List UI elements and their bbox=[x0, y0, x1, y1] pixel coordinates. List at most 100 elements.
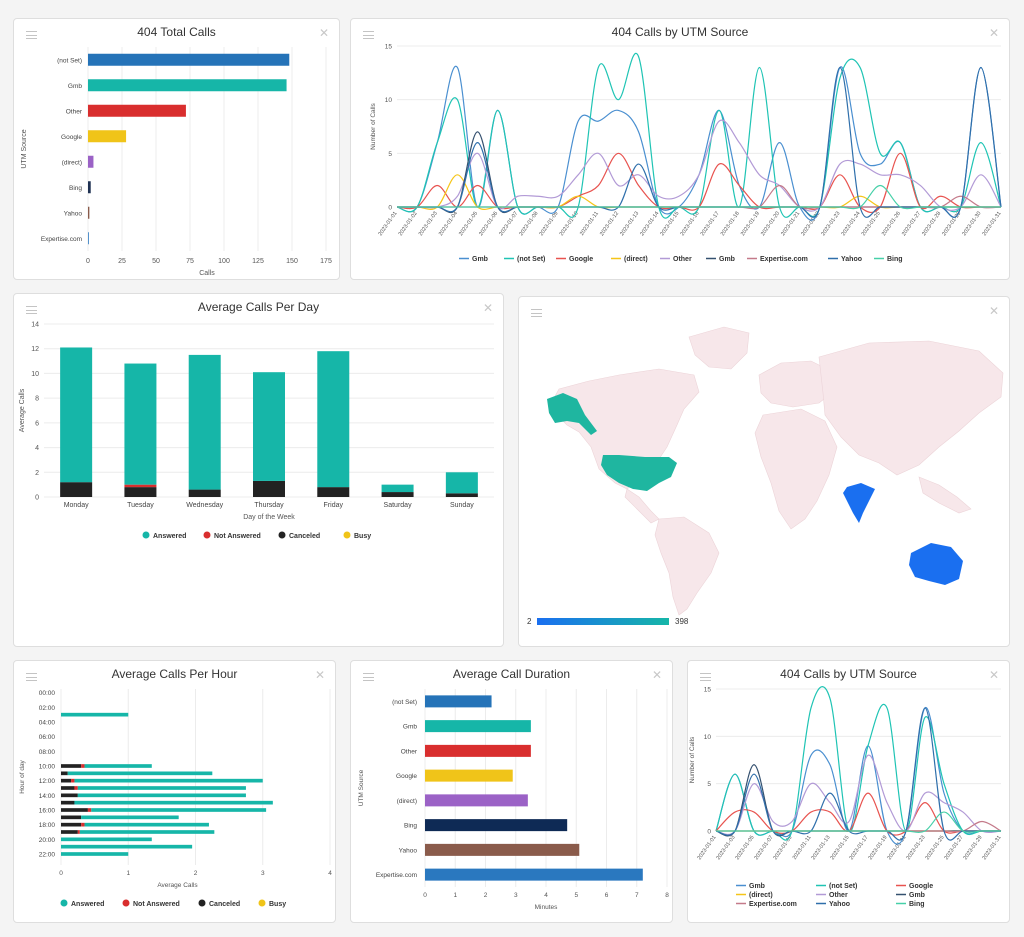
hamburger-icon[interactable] bbox=[531, 309, 542, 317]
legend-label: Bing bbox=[887, 256, 903, 263]
africa bbox=[754, 408, 838, 530]
bar-segment bbox=[77, 830, 80, 834]
scale-min-label: 2 bbox=[527, 617, 532, 626]
series-line bbox=[715, 792, 1001, 836]
x-tick-label: 1 bbox=[126, 870, 130, 877]
x-tick-label: 2023-01-29 bbox=[941, 211, 962, 237]
y-tick-label: 10 bbox=[31, 371, 39, 378]
bar-segment bbox=[124, 484, 157, 488]
avg-per-hour-card: Average Calls Per Hour ✕ 0 1 2 3 4 00:00 02:00… bbox=[13, 660, 336, 923]
x-tick-label: Wednesday bbox=[186, 502, 223, 509]
total-calls-card: 404 Total Calls ✕ 0 25 50 75 100 125 150 175 (no… bbox=[13, 18, 340, 280]
legend-label: Google bbox=[909, 883, 933, 890]
y-tick-label: 18:00 bbox=[39, 822, 56, 829]
highlighted-countries bbox=[547, 393, 963, 585]
scale-max-label: 398 bbox=[675, 617, 689, 626]
x-tick-label: Tuesday bbox=[127, 502, 154, 509]
series-line bbox=[715, 686, 1001, 841]
bar-segment bbox=[124, 487, 157, 497]
bar-segment bbox=[253, 372, 285, 481]
y-tick-label: 12:00 bbox=[39, 778, 56, 785]
bar-segment bbox=[61, 800, 75, 805]
bar-segment bbox=[61, 837, 152, 842]
legend-marker bbox=[343, 531, 351, 539]
x-tick-label: 3 bbox=[261, 870, 265, 877]
bar bbox=[88, 181, 91, 194]
x-tick-label: 0 bbox=[86, 258, 90, 265]
x-tick-label: 150 bbox=[286, 258, 298, 265]
close-icon[interactable]: ✕ bbox=[318, 26, 329, 40]
bar-segment bbox=[84, 822, 209, 827]
chart-title: Average Call Duration bbox=[452, 667, 571, 681]
bar bbox=[425, 843, 580, 856]
x-tick-label: 2023-01-14 bbox=[639, 211, 660, 237]
hamburger-icon[interactable] bbox=[26, 31, 37, 39]
color-scale-bar bbox=[537, 618, 669, 625]
legend-label: Canceled bbox=[289, 533, 320, 540]
map-card: ✕ 2 398 bbox=[518, 296, 1010, 647]
x-tick-label: 2023-01-02 bbox=[398, 211, 419, 237]
x-tick-label: 2023-01-08 bbox=[519, 211, 540, 237]
x-tick-label: 2023-01-03 bbox=[716, 835, 737, 861]
series-line bbox=[397, 184, 1001, 210]
hamburger-icon[interactable] bbox=[26, 673, 37, 681]
y-tick-label: 08:00 bbox=[39, 749, 56, 756]
total-calls-chart: 0 25 50 75 100 125 150 175 (not Set) Gmb Other Goog… bbox=[21, 47, 332, 277]
bar-segment bbox=[81, 764, 85, 768]
close-icon[interactable]: ✕ bbox=[988, 668, 999, 682]
bar-segment bbox=[77, 793, 246, 798]
y-tick-label: Expertise.com bbox=[41, 236, 82, 243]
y-tick-label: 0 bbox=[35, 495, 39, 502]
legend-label: Expertise.com bbox=[760, 256, 808, 263]
x-tick-label: 175 bbox=[320, 258, 332, 265]
chart-title: Average Calls Per Day bbox=[197, 300, 320, 314]
x-tick-label: 2023-01-20 bbox=[760, 211, 781, 237]
series-line bbox=[397, 184, 1002, 210]
close-icon[interactable]: ✕ bbox=[988, 304, 999, 318]
legend-marker bbox=[122, 899, 130, 907]
x-tick-label: 2023-01-30 bbox=[961, 211, 982, 237]
hamburger-icon[interactable] bbox=[700, 673, 711, 681]
greenland bbox=[688, 326, 750, 370]
bar-segment bbox=[61, 844, 193, 849]
bar bbox=[425, 794, 528, 807]
hamburger-icon[interactable] bbox=[363, 31, 374, 39]
south-america bbox=[654, 516, 720, 616]
bar-segment bbox=[253, 480, 285, 497]
series-line bbox=[396, 65, 1002, 221]
close-icon[interactable]: ✕ bbox=[482, 301, 493, 315]
legend-marker bbox=[142, 531, 150, 539]
bar-segment bbox=[61, 771, 68, 776]
bar bbox=[88, 79, 287, 92]
bar-segment bbox=[317, 351, 350, 488]
bar-segment bbox=[61, 793, 78, 798]
bar bbox=[425, 819, 568, 832]
bar-segment bbox=[87, 808, 92, 812]
close-icon[interactable]: ✕ bbox=[988, 26, 999, 40]
close-icon[interactable]: ✕ bbox=[314, 668, 325, 682]
legend-label: Expertise.com bbox=[749, 901, 797, 908]
bar-segment bbox=[74, 778, 263, 783]
legend-label: Answered bbox=[71, 901, 104, 908]
hamburger-icon[interactable] bbox=[26, 306, 37, 314]
hamburger-icon[interactable] bbox=[363, 673, 374, 681]
y-tick-label: 0 bbox=[707, 829, 711, 836]
central-america bbox=[624, 488, 660, 524]
x-tick-label: 8 bbox=[665, 892, 669, 899]
close-icon[interactable]: ✕ bbox=[651, 668, 662, 682]
x-tick-label: 4 bbox=[328, 870, 332, 877]
bar-segment bbox=[124, 363, 157, 485]
legend-label: Not Answered bbox=[133, 901, 180, 908]
y-tick-label: Yahoo bbox=[399, 847, 418, 854]
avg-duration-chart: 0 1 2 3 4 5 6 7 8 (not Set) Gmb Other Google (direct)… bbox=[358, 689, 669, 911]
bar bbox=[88, 155, 94, 168]
bar bbox=[425, 868, 643, 881]
bar bbox=[88, 232, 89, 245]
y-axis-label: Average Calls bbox=[19, 388, 26, 432]
legend-label: Yahoo bbox=[829, 901, 850, 908]
bar bbox=[88, 53, 290, 66]
x-tick-label: 2023-01-16 bbox=[680, 211, 701, 237]
x-tick-label: 2023-01-05 bbox=[735, 835, 756, 861]
legend-label: Gmb bbox=[472, 256, 488, 263]
india bbox=[843, 483, 875, 523]
